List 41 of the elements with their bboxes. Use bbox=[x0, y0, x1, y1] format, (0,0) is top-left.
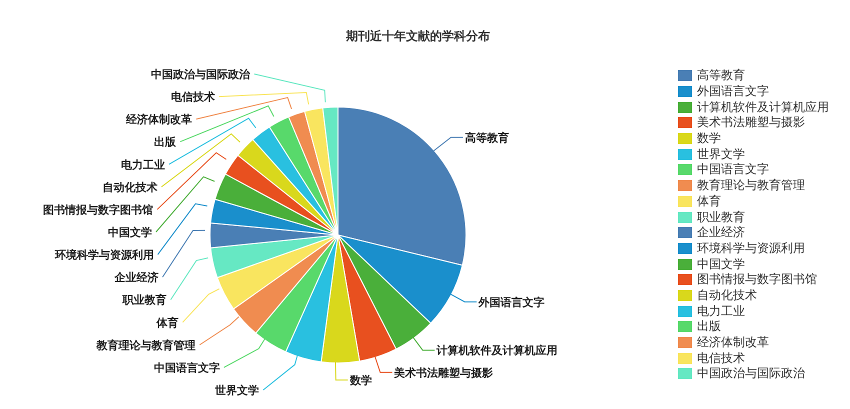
legend-label: 计算机软件及计算机应用 bbox=[697, 98, 829, 116]
legend-label: 高等教育 bbox=[697, 67, 745, 84]
legend-label: 电信技术 bbox=[697, 350, 745, 367]
slice-label: 中国语言文字 bbox=[154, 361, 220, 374]
slice-label: 自动化技术 bbox=[102, 180, 158, 194]
legend-label: 世界文学 bbox=[697, 146, 745, 163]
slice-label: 中国政治与国际政治 bbox=[151, 68, 252, 81]
legend-label: 中国政治与国际政治 bbox=[697, 365, 805, 382]
slice-label: 教育理论与教育管理 bbox=[96, 338, 196, 352]
legend-label: 环境科学与资源利用 bbox=[697, 240, 805, 257]
slice-label: 电力工业 bbox=[120, 158, 165, 172]
slice-label: 外国语言文字 bbox=[478, 296, 545, 309]
slice-label: 体育 bbox=[156, 316, 179, 330]
slice-label: 数学 bbox=[348, 374, 372, 387]
legend-label: 企业经济 bbox=[697, 224, 745, 242]
slice-label: 电信技术 bbox=[170, 90, 215, 104]
slice-label: 美术书法雕塑与摄影 bbox=[393, 366, 494, 380]
slice-label: 中国文学 bbox=[108, 226, 152, 239]
legend-label: 自动化技术 bbox=[697, 286, 757, 304]
legend-label: 中国语言文字 bbox=[697, 161, 769, 178]
legend-label: 电力工业 bbox=[697, 302, 745, 320]
slice-label: 经济体制改革 bbox=[125, 113, 192, 126]
legend-label: 图书情报与数字图书馆 bbox=[697, 271, 817, 288]
legend-label: 教育理论与教育管理 bbox=[697, 177, 805, 194]
slice-label: 职业教育 bbox=[122, 294, 167, 307]
slice-label: 企业经济 bbox=[114, 271, 159, 284]
legend-label: 职业教育 bbox=[697, 208, 745, 226]
legend-label: 数学 bbox=[697, 130, 721, 148]
slice-label: 计算机软件及计算机应用 bbox=[436, 344, 558, 358]
legend-label: 美术书法雕塑与摄影 bbox=[697, 114, 805, 132]
slice-label: 高等教育 bbox=[464, 131, 509, 144]
legend-label: 出版 bbox=[697, 318, 721, 336]
slice-label: 环境科学与资源利用 bbox=[54, 248, 154, 262]
legend-label: 中国文学 bbox=[697, 256, 745, 273]
legend-label: 外国语言文字 bbox=[697, 83, 769, 100]
chart-title: 期刊近十年文献的学科分布 bbox=[345, 28, 491, 45]
legend-label: 体育 bbox=[697, 192, 721, 210]
slice-label: 世界文学 bbox=[214, 384, 260, 397]
slice-label: 图书情报与数字图书馆 bbox=[43, 203, 154, 216]
legend-label: 经济体制改革 bbox=[697, 334, 769, 352]
slice-label: 出版 bbox=[154, 136, 178, 149]
